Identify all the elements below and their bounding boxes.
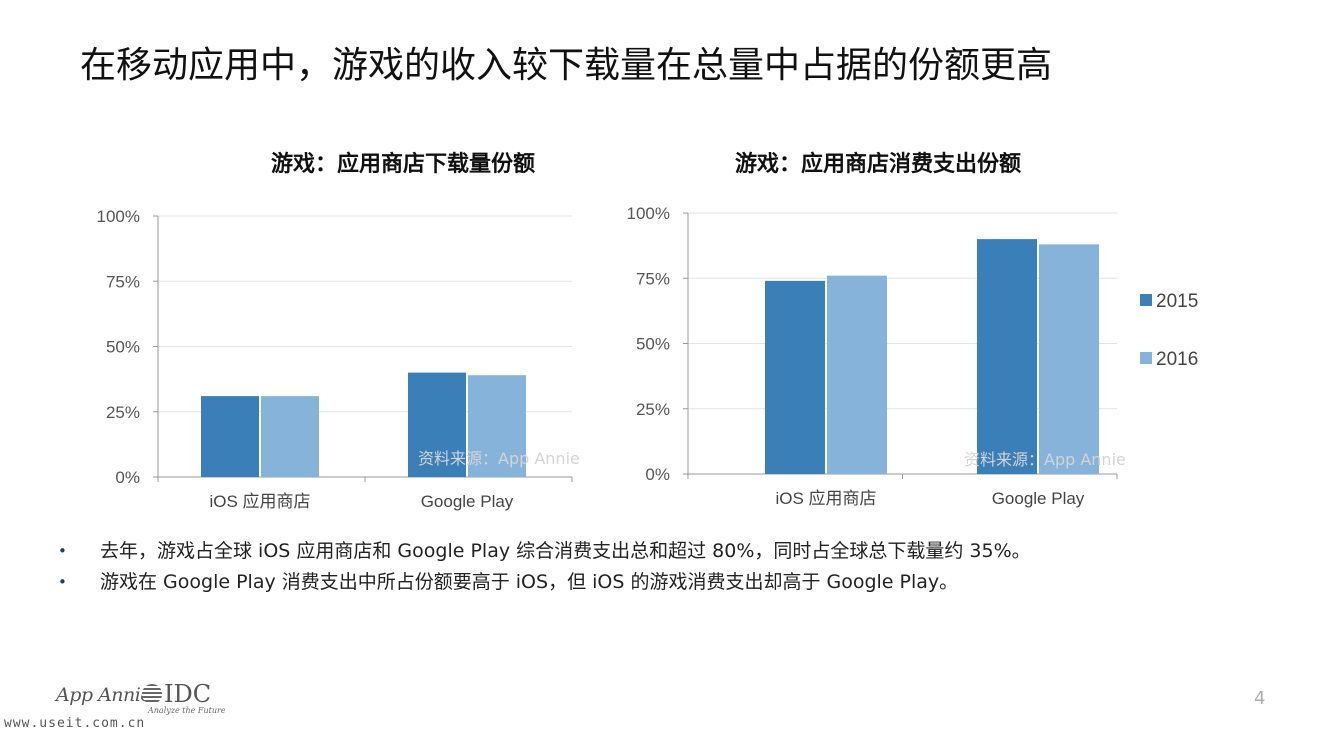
bullet-text: 游戏在 Google Play 消费支出中所占份额要高于 iOS，但 iOS 的…: [100, 571, 959, 593]
chart-svg: 游戏：应用商店消费支出份额 0% 25% 50% 75% 100% iOS 应用商店 Goog…: [627, 151, 1199, 508]
y-tick-label: 25%: [636, 400, 670, 419]
y-tick-label: 100%: [627, 204, 670, 223]
y-tick-label: 50%: [106, 338, 140, 357]
chart-title: 游戏：应用商店消费支出份额: [735, 151, 1021, 177]
legend-swatch: [1140, 352, 1152, 364]
legend-swatch: [1140, 294, 1152, 306]
y-tick-label: 25%: [106, 403, 140, 422]
bar-2016: [827, 275, 887, 474]
bullet-list: • 去年，游戏占全球 iOS 应用商店和 Google Play 综合消费支出总…: [58, 536, 1031, 598]
x-category-label: Google Play: [992, 489, 1085, 508]
bar-2016: [261, 396, 319, 477]
page-title: 在移动应用中，游戏的收入较下载量在总量中占据的份额更高: [80, 45, 1053, 86]
bar-2015: [765, 280, 825, 474]
idc-tagline: Analyze the Future: [148, 706, 226, 715]
idc-logo-text: IDC: [164, 680, 212, 708]
y-tick-label: 0%: [115, 468, 140, 487]
x-category-label: Google Play: [421, 492, 514, 511]
idc-logo: IDC Analyze the Future: [142, 680, 226, 715]
bar-2015: [977, 239, 1037, 474]
bullet-item: • 去年，游戏占全球 iOS 应用商店和 Google Play 综合消费支出总…: [58, 536, 1031, 567]
watermark-url: www.useit.com.cn: [4, 716, 146, 731]
source-note: 资料来源：App Annie: [964, 450, 1126, 469]
legend-label: 2016: [1156, 349, 1198, 370]
bullet-dot: •: [58, 542, 67, 560]
x-category-label: iOS 应用商店: [209, 492, 310, 511]
downloads-share-chart: 游戏：应用商店下载量份额 0% 25% 50% 75% 100% iOS 应用商店 Googl…: [60, 140, 620, 525]
globe-icon: [142, 684, 162, 704]
chart-title: 游戏：应用商店下载量份额: [271, 151, 535, 177]
app-annie-logo: App Annie: [56, 684, 152, 706]
bar-2016: [468, 375, 526, 477]
bar-2015: [408, 372, 466, 477]
bullet-item: • 游戏在 Google Play 消费支出中所占份额要高于 iOS，但 iOS…: [58, 567, 1031, 598]
y-tick-label: 50%: [636, 335, 670, 354]
y-tick-label: 100%: [97, 207, 140, 226]
legend-label: 2015: [1156, 291, 1198, 312]
y-tick-label: 0%: [645, 465, 670, 484]
bar-2015: [201, 396, 259, 477]
chart-svg: 游戏：应用商店下载量份额 0% 25% 50% 75% 100% iOS 应用商店 Googl…: [97, 151, 580, 511]
y-tick-label: 75%: [636, 269, 670, 288]
bullet-dot: •: [58, 573, 67, 591]
bullet-text: 去年，游戏占全球 iOS 应用商店和 Google Play 综合消费支出总和超…: [100, 540, 1031, 562]
bar-2016: [1039, 244, 1099, 474]
page-number: 4: [1254, 688, 1266, 709]
spending-share-chart: 游戏：应用商店消费支出份额 0% 25% 50% 75% 100% iOS 应用商店 Goog…: [600, 140, 1220, 525]
y-tick-label: 75%: [106, 272, 140, 291]
source-note: 资料来源：App Annie: [418, 449, 580, 468]
x-category-label: iOS 应用商店: [775, 489, 876, 508]
